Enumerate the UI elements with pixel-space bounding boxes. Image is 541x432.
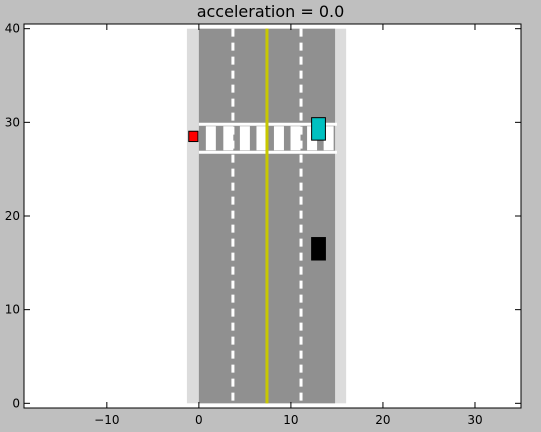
x-tick-label: −10 bbox=[94, 413, 119, 427]
x-tick-label: 30 bbox=[467, 413, 482, 427]
crosswalk-stripe-1 bbox=[205, 126, 216, 151]
crosswalk-stripe-6 bbox=[290, 126, 301, 151]
y-tick-label: 10 bbox=[5, 303, 20, 317]
y-tick-label: 30 bbox=[5, 115, 20, 129]
crosswalk-stripe-8 bbox=[323, 126, 334, 151]
y-tick-label: 40 bbox=[5, 22, 20, 36]
pedestrian-marker bbox=[188, 130, 199, 143]
plot-content bbox=[186, 28, 347, 404]
x-tick-label: 20 bbox=[375, 413, 390, 427]
crosswalk-stripe-4 bbox=[256, 126, 267, 151]
y-tick-label: 0 bbox=[12, 396, 20, 410]
crosswalk-stripe-3 bbox=[239, 126, 250, 151]
car-cyan-marker bbox=[311, 117, 326, 141]
car-black-marker bbox=[311, 237, 326, 261]
crosswalk-stripe-2 bbox=[223, 126, 234, 151]
x-tick-label: 0 bbox=[195, 413, 203, 427]
crosswalk-stripe-5 bbox=[273, 126, 284, 151]
y-tick-label: 20 bbox=[5, 209, 20, 223]
plot-title: acceleration = 0.0 bbox=[196, 2, 345, 21]
x-tick-label: 10 bbox=[283, 413, 298, 427]
